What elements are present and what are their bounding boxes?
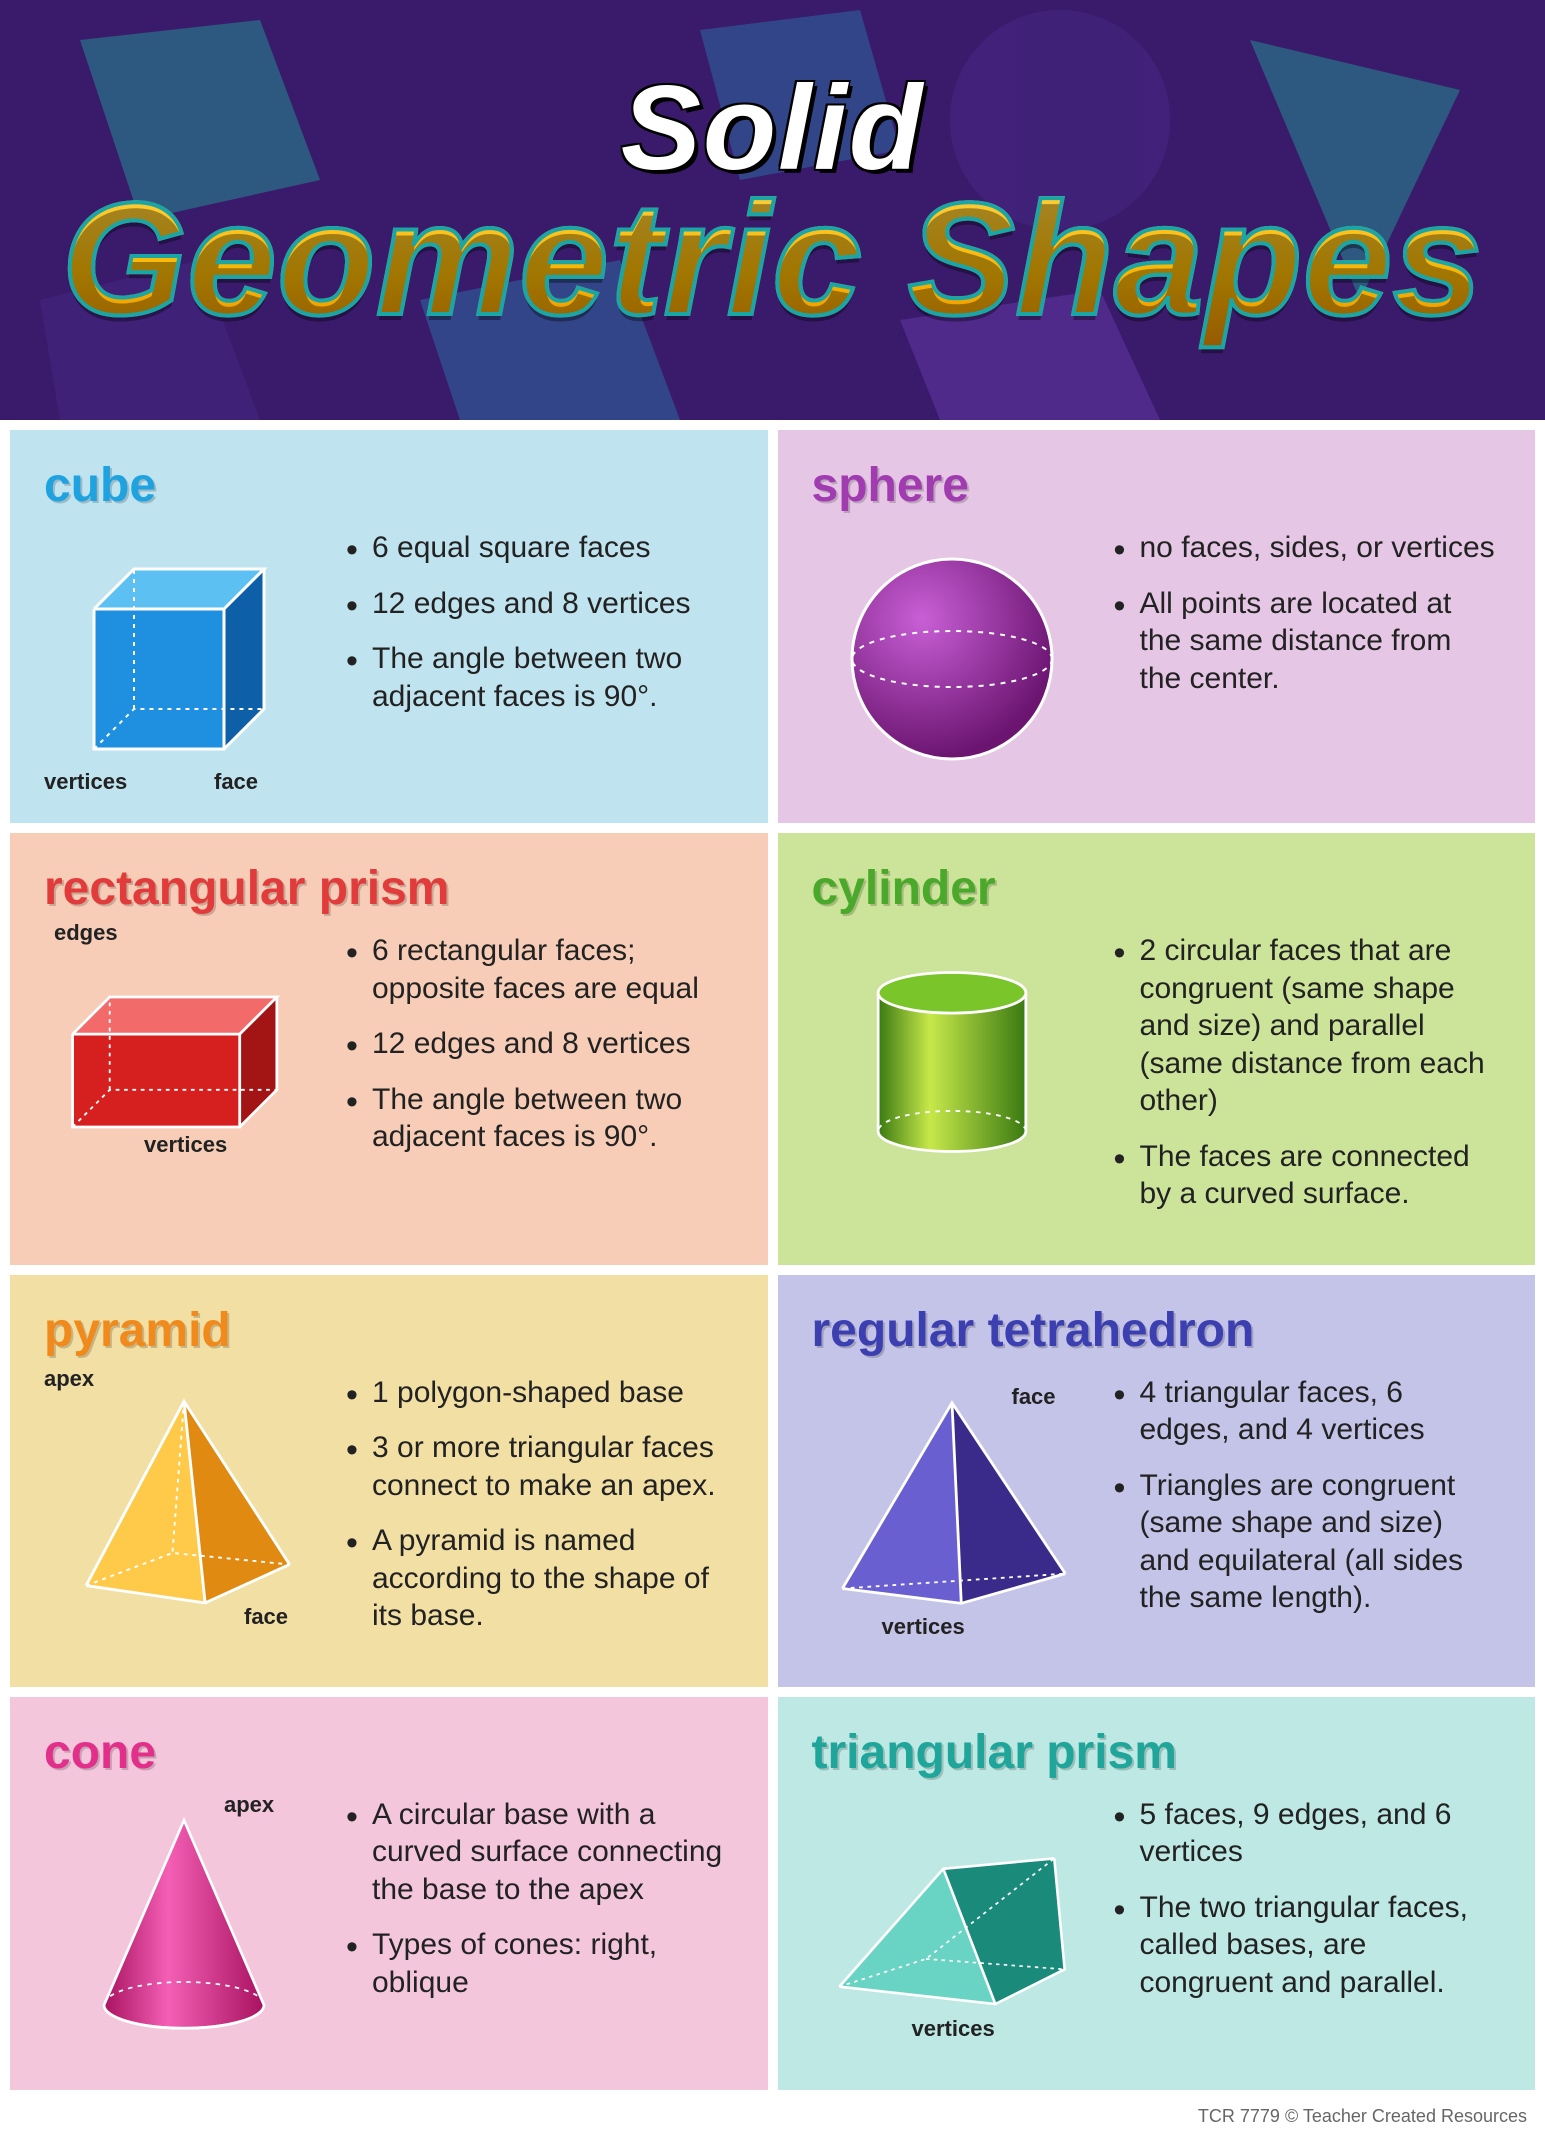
bullet-item: 4 triangular faces, 6 edges, and 4 verti…	[1114, 1374, 1502, 1449]
cell-title: cone	[44, 1725, 734, 1780]
cube-shape: verticesface	[44, 529, 324, 789]
cell-body: verticesface 6 equal square faces 12 edges…	[44, 529, 734, 789]
annotation-face: face	[1012, 1384, 1056, 1410]
cell-pyramid: pyramid apexface1 polygon-shaped base3 o…	[10, 1275, 768, 1687]
cell-body: vertices 5 faces, 9 edges, and 6 vertices…	[812, 1796, 1502, 2056]
cell-rect-prism: rectangular prism edgesvertices6 rectang…	[10, 833, 768, 1265]
annotation-face: face	[244, 1604, 288, 1630]
cell-body: apexface 1 polygon-shaped base 3 or more t…	[44, 1374, 734, 1653]
bullet-item: 2 circular faces that are congruent (sam…	[1114, 932, 1502, 1120]
annotation-vertices: vertices	[882, 1614, 965, 1640]
cell-title: sphere	[812, 458, 1502, 513]
footer-credit: TCR 7779 © Teacher Created Resources	[0, 2100, 1545, 2141]
bullet-item: The angle between two adjacent faces is …	[346, 640, 734, 715]
annotation-apex: apex	[44, 1366, 94, 1392]
bullet-item: 12 edges and 8 vertices	[346, 1025, 734, 1063]
cell-title: rectangular prism	[44, 861, 734, 916]
bullet-item: All points are located at the same dista…	[1114, 585, 1502, 698]
bullet-item: The angle between two adjacent faces is …	[346, 1081, 734, 1156]
bullet-item: Types of cones: right, oblique	[346, 1926, 734, 2001]
cylinder-shape	[812, 932, 1092, 1192]
cell-body: 2 circular faces that are congruent (sam…	[812, 932, 1502, 1231]
bullet-item: Triangles are congruent (same shape and …	[1114, 1467, 1502, 1617]
bullet-item: The faces are connected by a curved surf…	[1114, 1138, 1502, 1213]
cell-title: cube	[44, 458, 734, 513]
bullet-item: 5 faces, 9 edges, and 6 vertices	[1114, 1796, 1502, 1871]
bullet-item: A pyramid is named according to the shap…	[346, 1522, 734, 1635]
tri-prism-shape: vertices	[812, 1796, 1092, 2056]
annotation-edges: edges	[54, 920, 118, 946]
cone-shape: apex	[44, 1796, 324, 2056]
cell-body: no faces, sides, or vertices All points a…	[812, 529, 1502, 789]
cell-sphere: sphere no faces, sides, or vertices All p…	[778, 430, 1536, 823]
bullets: 4 triangular faces, 6 edges, and 4 verti…	[1114, 1374, 1502, 1635]
bullet-item: The two triangular faces, called bases, …	[1114, 1889, 1502, 2002]
cell-cylinder: cylinder 2 circular faces that are congr…	[778, 833, 1536, 1265]
bullet-item: 1 polygon-shaped base	[346, 1374, 734, 1412]
cell-body: edgesvertices 6 rectangular faces; opposi…	[44, 932, 734, 1192]
cell-title: regular tetrahedron	[812, 1303, 1502, 1358]
bullet-item: 6 equal square faces	[346, 529, 734, 567]
annotation-vertices: vertices	[44, 769, 127, 795]
annotation-face: face	[214, 769, 258, 795]
annotation-apex: apex	[224, 1792, 274, 1818]
bullet-item: no faces, sides, or vertices	[1114, 529, 1502, 567]
bullets: 1 polygon-shaped base 3 or more triangula…	[346, 1374, 734, 1653]
sphere-shape	[812, 529, 1092, 789]
rect-prism-shape: edgesvertices	[44, 932, 324, 1192]
cell-cube: cube verticesface6 equal square faces12 …	[10, 430, 768, 823]
bullets: no faces, sides, or vertices All points a…	[1114, 529, 1502, 715]
cell-tri-prism: triangular prism vertices 5 faces, 9 edge…	[778, 1697, 1536, 2090]
annotation-vertices: vertices	[144, 1132, 227, 1158]
bullets: 6 equal square faces 12 edges and 8 verti…	[346, 529, 734, 733]
title-line2: Geometric Shapes	[62, 167, 1483, 351]
bullets: 2 circular faces that are congruent (sam…	[1114, 932, 1502, 1231]
cell-title: triangular prism	[812, 1725, 1502, 1780]
cell-title: pyramid	[44, 1303, 734, 1358]
bullet-item: 12 edges and 8 vertices	[346, 585, 734, 623]
cell-body: apexA circular base with a curved surfac…	[44, 1796, 734, 2056]
bullet-item: 6 rectangular faces; opposite faces are …	[346, 932, 734, 1007]
cell-tetra: regular tetrahedron facevertices4 triang…	[778, 1275, 1536, 1687]
bullets: A circular base with a curved surface co…	[346, 1796, 734, 2020]
cell-cone: cone apexA circular base with a curved s…	[10, 1697, 768, 2090]
cell-title: cylinder	[812, 861, 1502, 916]
header: Solid Geometric Shapes	[0, 0, 1545, 420]
bullets: 6 rectangular faces; opposite faces are …	[346, 932, 734, 1174]
cell-body: facevertices 4 triangular faces, 6 edges,…	[812, 1374, 1502, 1635]
tetra-shape: facevertices	[812, 1374, 1092, 1634]
poster: Solid Geometric Shapes cube verticesface…	[0, 0, 1545, 2141]
bullet-item: 3 or more triangular faces connect to ma…	[346, 1429, 734, 1504]
annotation-vertices: vertices	[912, 2016, 995, 2042]
pyramid-shape: apexface	[44, 1374, 324, 1634]
bullets: 5 faces, 9 edges, and 6 vertices The two …	[1114, 1796, 1502, 2020]
bullet-item: A circular base with a curved surface co…	[346, 1796, 734, 1909]
shapes-grid: cube verticesface6 equal square faces12 …	[0, 420, 1545, 2100]
